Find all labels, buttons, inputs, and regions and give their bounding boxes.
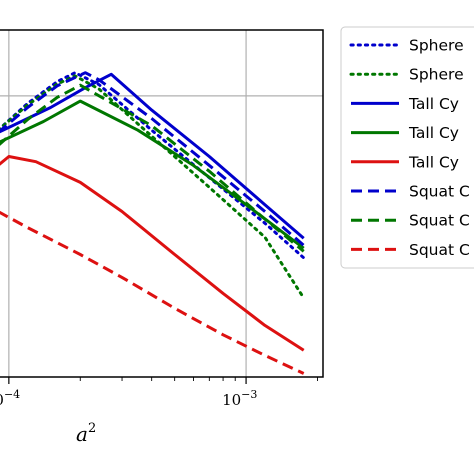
legend-label-3: Tall Cy	[408, 124, 459, 142]
legend-label-5: Squat C	[409, 183, 470, 201]
legend-item-3: Tall Cy	[351, 124, 459, 142]
legend-item-2: Tall Cy	[351, 95, 459, 113]
legend-item-4: Tall Cy	[351, 153, 459, 171]
plot-frame	[0, 29, 324, 378]
legend: Sphere Sphere Tall Cy Tall Cy Tall Cy Squat C…	[340, 26, 474, 269]
x-axis-label-power: 2	[88, 421, 96, 436]
legend-label-2: Tall Cy	[408, 95, 459, 113]
legend-item-7: Squat C	[351, 241, 470, 259]
grid	[0, 30, 323, 377]
series-line-4	[0, 155, 305, 352]
legend-label-1: Sphere	[409, 66, 464, 84]
x-tick-label-1: 10−3	[222, 388, 257, 409]
legend-item-1: Sphere	[349, 66, 464, 84]
series-line-0	[0, 71, 306, 260]
series-line-1	[0, 74, 306, 300]
series-line-5	[0, 71, 305, 247]
legend-item-0: Sphere	[349, 37, 464, 55]
x-axis-label: a2	[76, 421, 96, 446]
series-line-3	[0, 99, 305, 250]
legend-label-7: Squat C	[409, 241, 470, 259]
svg-text:a2: a2	[76, 421, 96, 446]
legend-label-4: Tall Cy	[408, 153, 459, 171]
series-line-6	[0, 83, 305, 253]
x-tick-label-0: 10−4	[0, 388, 20, 409]
legend-label-0: Sphere	[409, 37, 464, 55]
series-line-7	[0, 210, 305, 375]
series-line-2	[0, 72, 305, 240]
legend-label-6: Squat C	[409, 212, 470, 230]
legend-box	[340, 26, 474, 269]
x-axis-label-base: a	[76, 422, 88, 446]
legend-item-5: Squat C	[351, 183, 470, 201]
plot-series	[0, 71, 306, 375]
x-axis-ticks: 10−4 10−3	[0, 377, 318, 409]
legend-item-6: Squat C	[351, 212, 470, 230]
